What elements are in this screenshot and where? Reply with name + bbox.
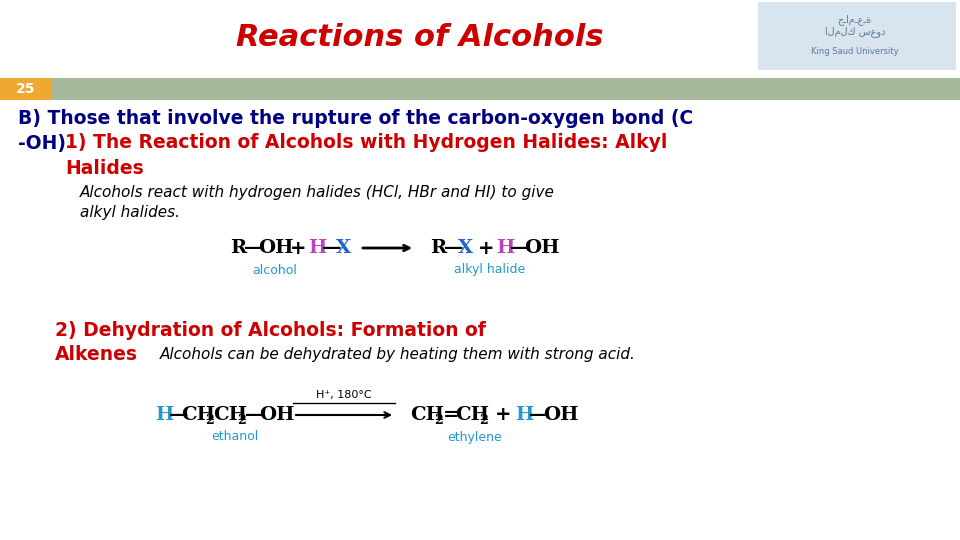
Text: OH: OH — [524, 239, 560, 257]
Text: 2: 2 — [434, 414, 443, 427]
Text: الملك سعود: الملك سعود — [825, 26, 885, 37]
Text: 2) Dehydration of Alcohols: Formation of: 2) Dehydration of Alcohols: Formation of — [55, 321, 486, 340]
Text: 2: 2 — [237, 414, 246, 427]
Text: ethanol: ethanol — [211, 430, 258, 443]
Text: Alcohols can be dehydrated by heating them with strong acid.: Alcohols can be dehydrated by heating th… — [160, 348, 636, 362]
Bar — [0, 78, 52, 100]
Text: —: — — [322, 239, 342, 257]
Text: +: + — [495, 406, 512, 424]
Text: OH: OH — [543, 406, 579, 424]
Text: King Saud University: King Saud University — [811, 48, 899, 57]
Text: alcohol: alcohol — [252, 264, 298, 276]
Text: H: H — [155, 406, 174, 424]
Text: +: + — [478, 239, 494, 258]
Text: 2: 2 — [205, 414, 214, 427]
Bar — [0, 78, 960, 100]
Text: alkyl halide: alkyl halide — [454, 264, 526, 276]
Text: -OH): -OH) — [18, 133, 66, 152]
Text: CH: CH — [410, 406, 444, 424]
Text: —: — — [169, 406, 188, 424]
Bar — [758, 2, 956, 70]
Text: —: — — [529, 406, 548, 424]
Text: Reactions of Alcohols: Reactions of Alcohols — [236, 24, 604, 52]
Text: جـامـعـة: جـامـعـة — [838, 15, 873, 25]
Text: CH: CH — [455, 406, 489, 424]
Text: H: H — [308, 239, 326, 257]
Text: H⁺, 180°C: H⁺, 180°C — [316, 390, 372, 400]
Text: 1) The Reaction of Alcohols with Hydrogen Halides: Alkyl: 1) The Reaction of Alcohols with Hydroge… — [65, 133, 667, 152]
Text: +: + — [290, 239, 306, 258]
Text: 2: 2 — [479, 414, 488, 427]
Text: —: — — [444, 239, 464, 257]
Text: 25: 25 — [16, 82, 36, 96]
Text: —: — — [245, 406, 264, 424]
Text: CH: CH — [213, 406, 247, 424]
Text: R: R — [230, 239, 246, 257]
Text: H: H — [496, 239, 515, 257]
Text: B) Those that involve the rupture of the carbon-oxygen bond (C: B) Those that involve the rupture of the… — [18, 109, 693, 127]
Text: CH: CH — [181, 406, 215, 424]
Text: Halides: Halides — [65, 159, 144, 178]
Text: X: X — [336, 239, 351, 257]
Text: R: R — [430, 239, 446, 257]
Text: Alkenes: Alkenes — [55, 346, 138, 365]
Text: ethylene: ethylene — [447, 430, 502, 443]
Text: OH: OH — [259, 406, 295, 424]
Text: OH: OH — [258, 239, 294, 257]
Text: H: H — [515, 406, 534, 424]
Text: Alcohols react with hydrogen halides (HCl, HBr and HI) to give: Alcohols react with hydrogen halides (HC… — [80, 186, 555, 200]
Text: —: — — [510, 239, 529, 257]
Text: —: — — [244, 239, 263, 257]
Text: alkyl halides.: alkyl halides. — [80, 206, 180, 220]
Text: =: = — [443, 406, 460, 424]
Text: X: X — [458, 239, 473, 257]
